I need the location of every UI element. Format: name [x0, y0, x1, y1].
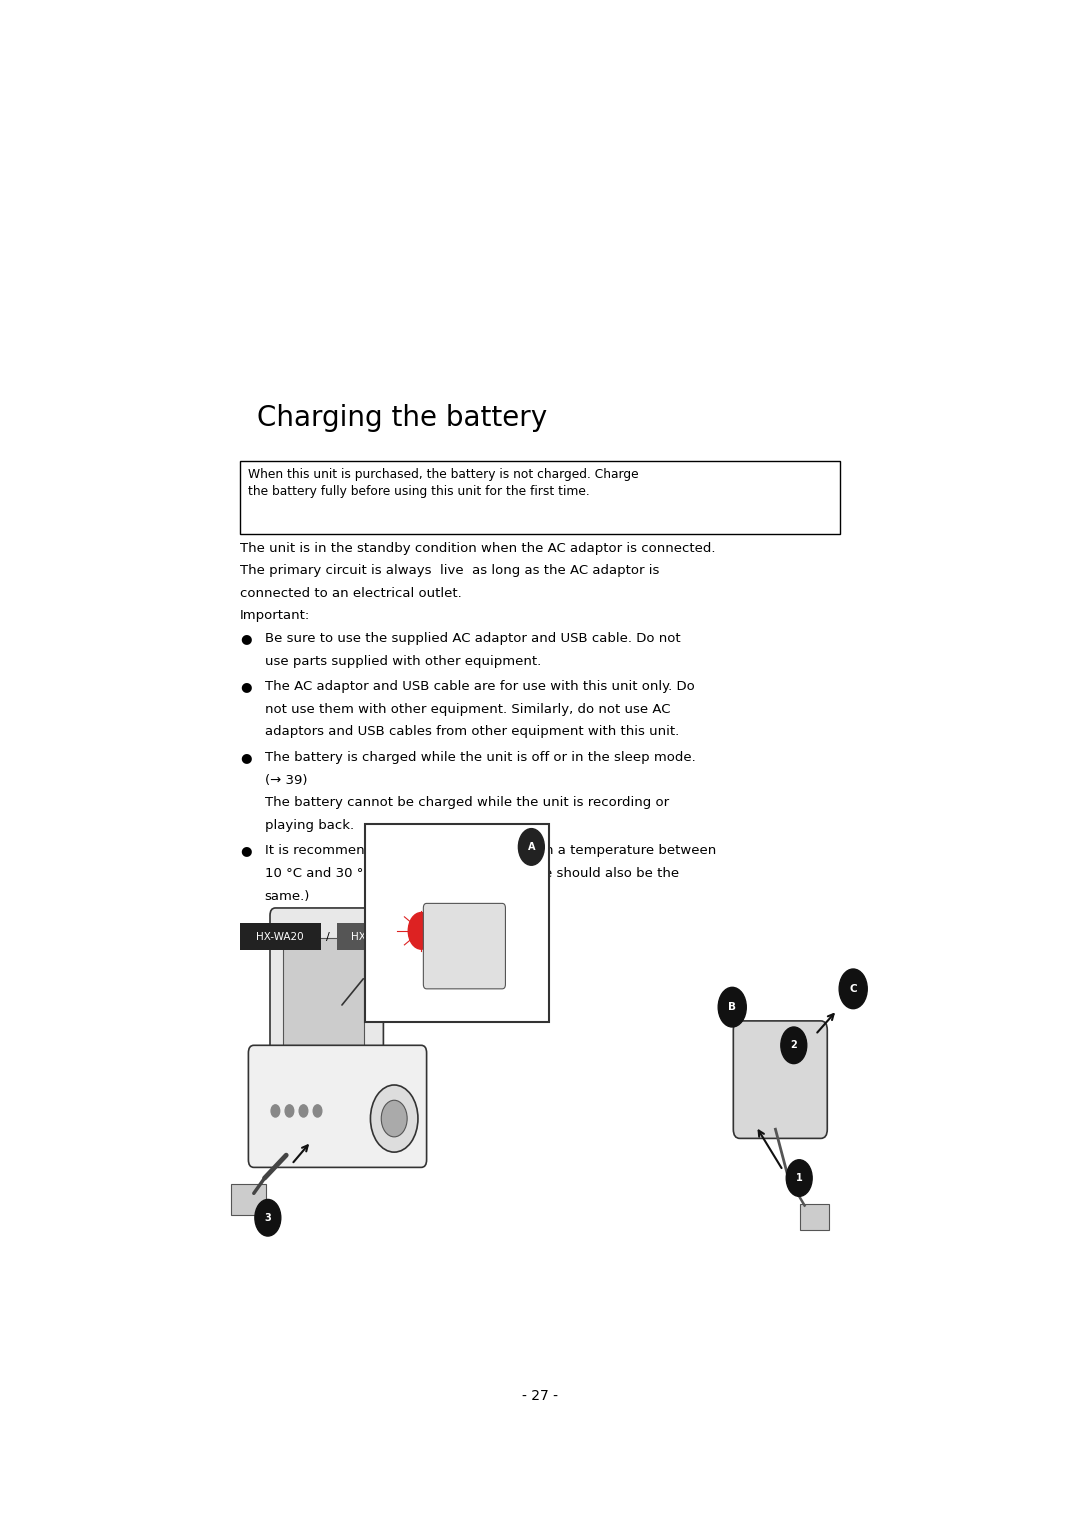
Text: connected to an electrical outlet.: connected to an electrical outlet.: [240, 588, 461, 600]
Circle shape: [381, 1100, 407, 1137]
Circle shape: [271, 1105, 280, 1117]
Circle shape: [408, 913, 434, 949]
FancyBboxPatch shape: [733, 1021, 827, 1138]
Text: not use them with other equipment. Similarly, do not use AC: not use them with other equipment. Simil…: [265, 703, 670, 716]
Circle shape: [518, 829, 544, 865]
Circle shape: [299, 1105, 308, 1117]
FancyBboxPatch shape: [337, 923, 407, 951]
FancyBboxPatch shape: [231, 1184, 266, 1215]
Circle shape: [786, 1160, 812, 1196]
Text: ●: ●: [240, 844, 252, 858]
FancyBboxPatch shape: [248, 1045, 427, 1167]
Text: The battery is charged while the unit is off or in the sleep mode.: The battery is charged while the unit is…: [265, 751, 696, 765]
FancyBboxPatch shape: [240, 923, 321, 951]
Text: 1: 1: [796, 1173, 802, 1183]
Circle shape: [313, 1105, 322, 1117]
Text: It is recommended to charge the battery in a temperature between: It is recommended to charge the battery …: [265, 844, 716, 858]
Text: use parts supplied with other equipment.: use parts supplied with other equipment.: [265, 655, 541, 668]
Text: same.): same.): [265, 890, 310, 903]
Text: Charging the battery: Charging the battery: [257, 404, 548, 432]
Circle shape: [255, 1199, 281, 1236]
Text: adaptors and USB cables from other equipment with this unit.: adaptors and USB cables from other equip…: [265, 725, 679, 739]
Text: 2: 2: [791, 1041, 797, 1050]
Text: Important:: Important:: [240, 609, 310, 623]
Text: The battery cannot be charged while the unit is recording or: The battery cannot be charged while the …: [265, 797, 669, 809]
FancyBboxPatch shape: [365, 824, 549, 1022]
Circle shape: [781, 1027, 807, 1064]
FancyBboxPatch shape: [800, 1204, 829, 1230]
FancyBboxPatch shape: [423, 903, 505, 989]
Text: The primary circuit is always  live  as long as the AC adaptor is: The primary circuit is always live as lo…: [240, 565, 659, 577]
Text: ●: ●: [240, 681, 252, 693]
Text: HX-WA2: HX-WA2: [351, 932, 393, 942]
Text: When this unit is purchased, the battery is not charged. Charge
the battery full: When this unit is purchased, the battery…: [248, 468, 639, 499]
Text: The AC adaptor and USB cable are for use with this unit only. Do: The AC adaptor and USB cable are for use…: [265, 681, 694, 693]
Text: /: /: [326, 932, 329, 942]
Circle shape: [370, 1085, 418, 1152]
Text: C: C: [849, 984, 858, 993]
Text: A: A: [528, 842, 535, 852]
FancyBboxPatch shape: [240, 461, 840, 534]
Circle shape: [718, 987, 746, 1027]
Text: ●: ●: [240, 632, 252, 645]
Text: 3: 3: [265, 1213, 271, 1222]
Circle shape: [285, 1105, 294, 1117]
FancyBboxPatch shape: [270, 908, 383, 1106]
Circle shape: [839, 969, 867, 1009]
FancyBboxPatch shape: [283, 938, 364, 1091]
Text: ●: ●: [240, 751, 252, 765]
Text: The unit is in the standby condition when the AC adaptor is connected.: The unit is in the standby condition whe…: [240, 542, 715, 555]
Text: Be sure to use the supplied AC adaptor and USB cable. Do not: Be sure to use the supplied AC adaptor a…: [265, 632, 680, 645]
Text: - 27 -: - 27 -: [522, 1389, 558, 1404]
Text: (→ 39): (→ 39): [265, 774, 307, 787]
Text: playing back.: playing back.: [265, 819, 354, 832]
Text: HX-WA20: HX-WA20: [256, 932, 305, 942]
Text: 10 °C and 30 °C. (The battery temperature should also be the: 10 °C and 30 °C. (The battery temperatur…: [265, 867, 678, 881]
Text: B: B: [728, 1003, 737, 1012]
